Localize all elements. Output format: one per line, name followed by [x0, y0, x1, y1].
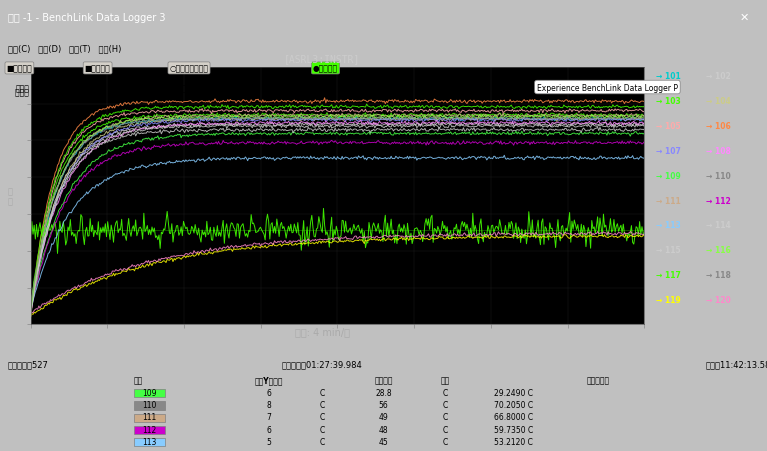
- Text: ■配置仪器: ■配置仪器: [6, 64, 32, 73]
- Text: → 115: → 115: [656, 246, 680, 255]
- Text: → 117: → 117: [656, 271, 680, 280]
- Text: C: C: [443, 412, 447, 421]
- Text: 标记: 标记: [440, 376, 449, 385]
- Text: 修改Y轴视图: 修改Y轴视图: [254, 376, 283, 385]
- Text: 56: 56: [379, 400, 388, 409]
- Text: Experience BenchLink Data Logger P: Experience BenchLink Data Logger P: [537, 83, 678, 92]
- Text: ✕: ✕: [739, 13, 749, 23]
- Text: C: C: [320, 412, 324, 421]
- Text: 已连接: 已连接: [153, 87, 167, 97]
- Text: → 116: → 116: [706, 246, 730, 255]
- Text: 活动: 活动: [245, 87, 255, 97]
- Text: 109: 109: [143, 388, 156, 397]
- Text: 通道: 通道: [133, 376, 143, 385]
- Text: 配置 -1 - BenchLink Data Logger 3: 配置 -1 - BenchLink Data Logger 3: [8, 13, 165, 23]
- Text: C: C: [443, 424, 447, 433]
- Text: → 113: → 113: [656, 221, 680, 230]
- Text: → 114: → 114: [706, 221, 730, 230]
- Text: 48: 48: [379, 424, 388, 433]
- Text: → 106: → 106: [706, 122, 730, 131]
- Text: 70.2050 C: 70.2050 C: [494, 400, 534, 409]
- Text: [ASRL3:INSTR]: [ASRL3:INSTR]: [284, 54, 360, 64]
- Text: C: C: [320, 424, 324, 433]
- Text: → 104: → 104: [706, 97, 730, 106]
- Text: 110: 110: [143, 400, 156, 409]
- Text: 112: 112: [143, 424, 156, 433]
- Text: 🔒: 🔒: [115, 87, 120, 97]
- Text: → 103: → 103: [656, 97, 680, 106]
- Text: → 101: → 101: [656, 72, 680, 81]
- Text: C: C: [443, 388, 447, 397]
- Text: 经过时间：01:27:39.984: 经过时间：01:27:39.984: [281, 360, 363, 368]
- Text: 29.2490 C: 29.2490 C: [495, 388, 533, 397]
- Text: 6: 6: [266, 424, 271, 433]
- Text: → 118: → 118: [706, 271, 730, 280]
- Text: ●快速图表: ●快速图表: [313, 64, 338, 73]
- Text: 状态：  配置 - 1: 状态： 配置 - 1: [15, 87, 55, 97]
- Text: ○扫描和记录数据: ○扫描和记录数据: [170, 64, 209, 73]
- Text: 配置：: 配置：: [15, 84, 29, 93]
- Text: C: C: [443, 437, 447, 446]
- Text: C: C: [320, 388, 324, 397]
- Text: → 107: → 107: [656, 147, 680, 156]
- FancyBboxPatch shape: [134, 414, 165, 422]
- Text: C: C: [320, 437, 324, 446]
- Text: ■配置通道: ■配置通道: [84, 64, 110, 73]
- Text: 28.8: 28.8: [375, 388, 392, 397]
- Text: → 119: → 119: [656, 295, 680, 304]
- Text: 59.7350 C: 59.7350 C: [494, 424, 534, 433]
- Text: 66.8000 C: 66.8000 C: [494, 412, 534, 421]
- Text: 扫描模式：: 扫描模式：: [169, 84, 192, 93]
- Text: → 112: → 112: [706, 196, 730, 205]
- Text: 53.2120 C: 53.2120 C: [495, 437, 533, 446]
- Text: 5: 5: [266, 437, 271, 446]
- Text: → 110: → 110: [706, 171, 730, 180]
- Text: 配置(C)   数据(D)   工具(T)   帮助(H): 配置(C) 数据(D) 工具(T) 帮助(H): [8, 44, 121, 53]
- Text: 时间: 4 min/格: 时间: 4 min/格: [295, 327, 350, 336]
- FancyBboxPatch shape: [134, 426, 165, 434]
- Text: 弹出视图图: 弹出视图图: [587, 376, 610, 385]
- FancyBboxPatch shape: [134, 389, 165, 397]
- Y-axis label: 数
据: 数 据: [8, 187, 13, 206]
- Text: 113: 113: [143, 437, 156, 446]
- Text: 时钟：11:42:13.58: 时钟：11:42:13.58: [706, 360, 767, 368]
- Text: 7: 7: [266, 412, 271, 421]
- Text: 8: 8: [266, 400, 271, 409]
- Text: 111: 111: [143, 412, 156, 421]
- Text: → 102: → 102: [706, 72, 730, 81]
- Text: C: C: [320, 400, 324, 409]
- Text: C: C: [443, 400, 447, 409]
- FancyBboxPatch shape: [134, 401, 165, 410]
- Text: 49: 49: [379, 412, 388, 421]
- Text: → 105: → 105: [656, 122, 680, 131]
- Text: 6: 6: [266, 388, 271, 397]
- Text: → 120: → 120: [706, 295, 730, 304]
- Text: 扫描计数：527: 扫描计数：527: [8, 360, 48, 368]
- Text: 45: 45: [379, 437, 388, 446]
- Text: → 108: → 108: [706, 147, 730, 156]
- FancyBboxPatch shape: [134, 438, 165, 446]
- Text: 仪器: 仪器: [77, 84, 86, 93]
- Text: → 111: → 111: [656, 196, 680, 205]
- Text: → 109: → 109: [656, 171, 680, 180]
- Text: 当前数据: 当前数据: [374, 376, 393, 385]
